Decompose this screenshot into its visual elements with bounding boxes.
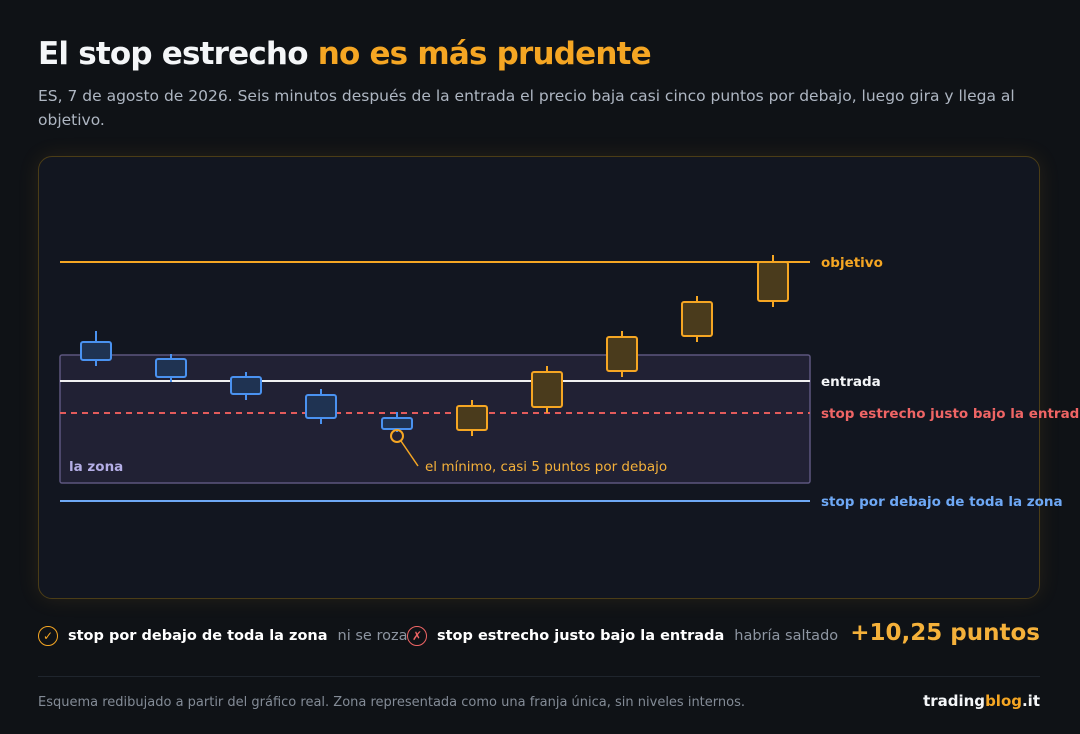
legend-wide-status: ni se roza <box>337 628 408 644</box>
candle-body-10 <box>757 261 789 302</box>
legend-tight-status: habría saltado <box>734 628 839 644</box>
brand-part-3: .it <box>1021 692 1040 710</box>
annotation-leader <box>400 440 419 467</box>
tight-stop-label: stop estrecho justo bajo la entrada <box>821 406 1080 422</box>
brand-logo: tradingblog.it <box>923 692 1040 710</box>
brand-part-2: blog <box>985 692 1022 710</box>
candle-body-6 <box>456 405 488 431</box>
page-title: El stop estrecho no es más prudente <box>38 36 652 72</box>
candles-group <box>80 255 789 436</box>
footer-note: Esquema redibujado a partir del gráfico … <box>38 695 745 710</box>
title-part-2: no es más prudente <box>317 36 652 72</box>
candle-body-4 <box>305 394 337 419</box>
legend-wide-stop: ✓ stop por debajo de toda la zona ni se … <box>38 622 407 650</box>
candle-body-7 <box>531 371 563 408</box>
target-label: objetivo <box>821 255 883 271</box>
candle-body-1 <box>80 341 112 361</box>
page-subtitle: ES, 7 de agosto de 2026. Seis minutos de… <box>38 87 1015 129</box>
low-marker <box>390 429 404 443</box>
footer-divider <box>38 676 1040 677</box>
result-points: +10,25 puntos <box>850 620 1040 646</box>
title-part-1: El stop estrecho <box>38 36 309 72</box>
wide-stop-label: stop por debajo de toda la zona <box>821 494 1063 510</box>
candle-body-2 <box>155 358 187 378</box>
entry-label: entrada <box>821 374 881 390</box>
brand-part-1: trading <box>923 692 986 710</box>
candle-body-9 <box>681 301 713 337</box>
legend-tight-stop: ✗ stop estrecho justo bajo la entrada ha… <box>407 622 838 650</box>
candle-body-5 <box>381 417 413 430</box>
candle-body-8 <box>606 336 638 372</box>
legend-tight-label: stop estrecho justo bajo la entrada <box>437 628 725 644</box>
candle-body-3 <box>230 376 262 395</box>
zone-label: la zona <box>69 459 123 475</box>
cross-icon: ✗ <box>407 626 427 646</box>
check-icon: ✓ <box>38 626 58 646</box>
low-annotation: el mínimo, casi 5 puntos por debajo <box>425 459 667 475</box>
legend-wide-label: stop por debajo de toda la zona <box>68 628 328 644</box>
